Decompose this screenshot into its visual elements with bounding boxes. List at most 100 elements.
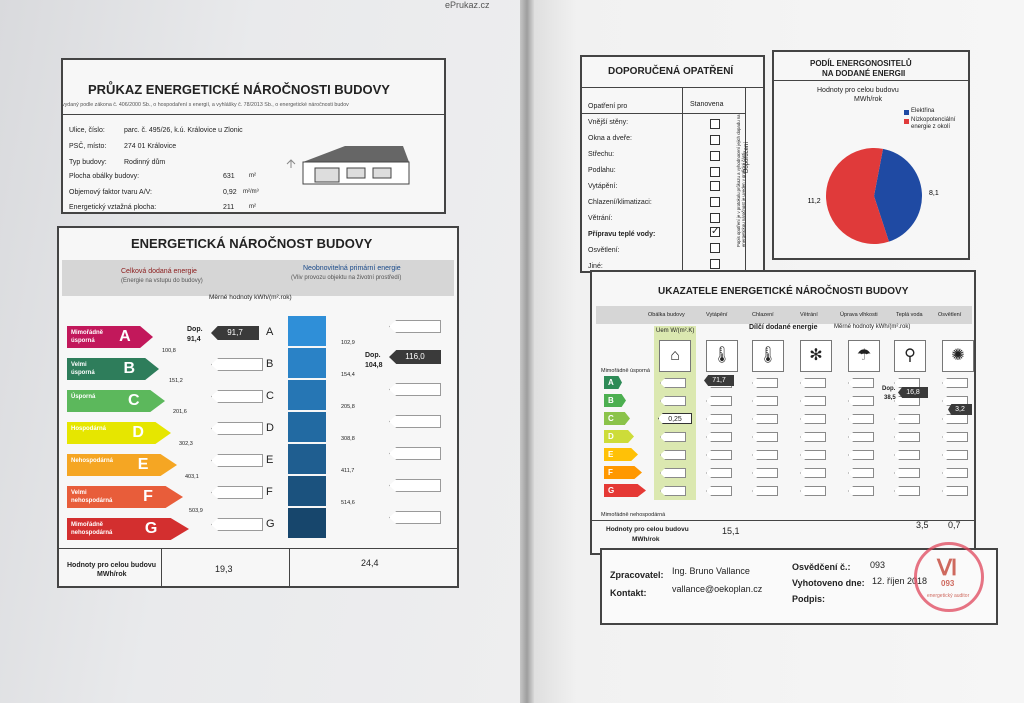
- uem-label: Uem W/(m².K): [656, 328, 695, 334]
- heating-icon: 🌡: [706, 340, 738, 372]
- house-icon: ⌂: [659, 340, 691, 372]
- indicator-cell: [848, 432, 874, 442]
- rating-title: ENERGETICKÁ NÁROČNOST BUDOVY: [131, 236, 373, 251]
- document-subtitle: vydaný podle zákona č. 406/2000 Sb., o h…: [62, 102, 349, 108]
- primary-bar-a: [288, 316, 326, 346]
- measure-label: Chlazení/klimatizaci:: [588, 199, 652, 206]
- scale-class-g: G: [604, 484, 646, 497]
- total-col2: 24,4: [361, 558, 379, 568]
- sign-label: Podpis:: [792, 594, 825, 604]
- scale-class-d: D: [604, 430, 634, 443]
- ghost-arrow: [211, 390, 263, 403]
- indicators-title: UKAZATELE ENERGETICKÉ NÁROČNOSTI BUDOVY: [658, 286, 909, 297]
- class-arrow-d: Hospodárná D: [67, 422, 171, 444]
- indicator-cell: [706, 396, 732, 406]
- heating-value-arrow: 71,7: [704, 375, 734, 386]
- partial-units: Měrné hodnoty kWh/(m².rok): [834, 324, 911, 330]
- total-label: Hodnoty pro celou budovu: [67, 562, 157, 569]
- class-limit: 403,1: [185, 474, 199, 480]
- metric-value: 211: [223, 204, 235, 211]
- metric-value: 0,92: [223, 189, 237, 196]
- ghost-arrow: [389, 511, 441, 524]
- indicator-cell: [752, 450, 778, 460]
- house-drawing: [286, 146, 410, 185]
- faucet-icon: ⚲: [894, 340, 926, 372]
- units-label: Měrné hodnoty kWh/(m².rok): [209, 294, 292, 301]
- indicator-cell: [800, 486, 826, 496]
- indicator-cell: [660, 468, 686, 478]
- vertical-tag: Doporučení: [744, 141, 750, 173]
- field-value: Rodinný dům: [124, 159, 166, 166]
- measure-checkbox[interactable]: [710, 167, 720, 177]
- ghost-arrow: [211, 422, 263, 435]
- primary-bar-d: [288, 412, 326, 442]
- rec1-label: Dop.: [187, 326, 203, 333]
- scale-letter: G: [266, 518, 275, 530]
- scale-class-c: C: [604, 412, 630, 425]
- measures-col-b: Stanovena: [690, 101, 724, 108]
- scale-letter: C: [266, 390, 274, 402]
- indicator-cell: [942, 450, 968, 460]
- scale-bottom-label: Mimořádně nehospodárná: [601, 512, 666, 518]
- document-title: PRŮKAZ ENERGETICKÉ NÁROČNOSTI BUDOVY: [88, 82, 390, 97]
- date-value: 12. říjen 2018: [872, 576, 928, 586]
- field-label: PSČ, místo:: [69, 143, 107, 150]
- indicator-cell: [706, 486, 732, 496]
- metric-unit: m²: [249, 204, 256, 210]
- metric-label: Plocha obálky budovy:: [69, 173, 140, 180]
- column-header: Úprava vlhkosti: [840, 312, 878, 318]
- class-limit: 302,3: [179, 441, 193, 447]
- indicator-cell: [800, 396, 826, 406]
- indicator-cell: [942, 378, 968, 388]
- primary-limit: 308,8: [341, 436, 355, 442]
- stamp-emblem-icon: Ⅵ: [937, 555, 958, 580]
- primary-limit: 154,4: [341, 372, 355, 378]
- indicator-cell: [894, 378, 920, 388]
- indicator-cell: [660, 378, 686, 388]
- indicator-cell: [706, 468, 732, 478]
- indicator-cell: [800, 432, 826, 442]
- indicator-cell: [660, 432, 686, 442]
- share-box: PODÍL ENERGONOSITELŮ NA DODANÉ ENERGII H…: [772, 50, 970, 260]
- indicators-box: UKAZATELE ENERGETICKÉ NÁROČNOSTI BUDOVY …: [590, 270, 976, 555]
- indicator-cell: [706, 432, 732, 442]
- metric-unit: m²/m³: [243, 189, 259, 195]
- pie-slice-1: [874, 148, 922, 242]
- primary-bar-f: [288, 476, 326, 506]
- ghost-arrow: [211, 358, 263, 371]
- measure-label: Přípravu teplé vody:: [588, 231, 656, 238]
- measure-checkbox[interactable]: [710, 181, 720, 191]
- measure-checkbox[interactable]: [710, 213, 720, 223]
- primary-limit: 514,6: [341, 500, 355, 506]
- class-arrow-f: Velmi nehospodárná F: [67, 486, 183, 508]
- indicator-cell: [894, 486, 920, 496]
- prepared-value: Ing. Bruno Vallance: [672, 566, 750, 576]
- class-limit: 151,2: [169, 378, 183, 384]
- ghost-arrow: [211, 454, 263, 467]
- measure-checkbox[interactable]: [710, 119, 720, 129]
- column-header-bar: [62, 260, 454, 296]
- field-label: Ulice, číslo:: [69, 127, 105, 134]
- measure-checkbox[interactable]: [710, 151, 720, 161]
- indicator-cell: [942, 486, 968, 496]
- metric-label: Objemový faktor tvaru A/V:: [69, 189, 152, 196]
- measure-checkbox[interactable]: [710, 259, 720, 269]
- measure-checkbox-checked[interactable]: ✓: [710, 226, 720, 237]
- total-col1: 19,3: [215, 564, 233, 574]
- column-header: Větrání: [800, 312, 818, 318]
- legend-label: Nízkopotenciální energie z okolí: [911, 117, 956, 130]
- cert-value: 093: [870, 560, 886, 570]
- measure-checkbox[interactable]: [710, 197, 720, 207]
- metric-label: Energetický vztažná plocha:: [69, 204, 157, 211]
- measure-checkbox[interactable]: [710, 135, 720, 145]
- total-heating: 15,1: [722, 526, 740, 536]
- share-title-2: NA DODANÉ ENERGII: [822, 69, 906, 78]
- measure-checkbox[interactable]: [710, 243, 720, 253]
- field-label: Typ budovy:: [69, 159, 107, 166]
- share-subtitle-1: Hodnoty pro celou budovu: [817, 87, 899, 94]
- primary-limit: 205,8: [341, 404, 355, 410]
- hotwater-rec-label: Dop.: [882, 386, 896, 392]
- class-arrow-b: Velmi úsporná B: [67, 358, 159, 380]
- total-hotwater: 3,5: [916, 520, 929, 530]
- indicator-cell: [942, 414, 968, 424]
